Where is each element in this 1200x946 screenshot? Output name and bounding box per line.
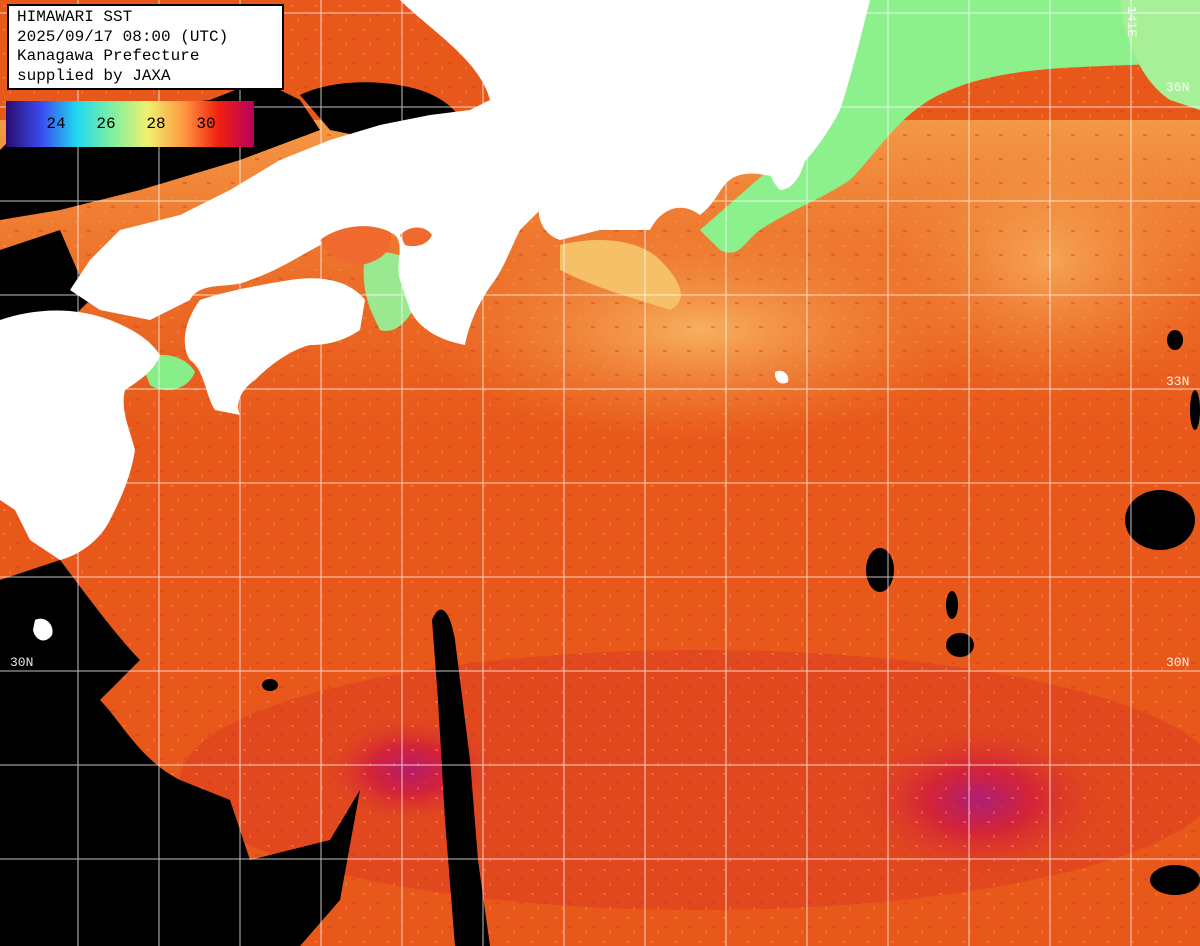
cloud-patch-2: [946, 633, 974, 657]
cloud-patch-8: [1167, 330, 1183, 350]
lon-label-141e: 141E: [1124, 6, 1139, 38]
cool-coastal-east-tip: [1120, 0, 1200, 110]
title-product: HIMAWARI SST: [17, 8, 133, 26]
cloud-patch-3: [1125, 490, 1195, 550]
cool-coastal-north-east: [700, 0, 1200, 253]
cloud-strip: [432, 609, 490, 946]
cloud-patch-7: [1190, 390, 1200, 430]
warm-inland-sea: [320, 226, 391, 265]
title-credit: supplied by JAXA: [17, 66, 171, 85]
lat-label-30n-left: 30N: [10, 655, 34, 670]
colorbar-label-26: 26: [96, 115, 116, 133]
land-izu: [768, 144, 805, 190]
lon-label-136e: 136E: [484, 6, 499, 38]
cloud-patch-6: [262, 679, 278, 691]
land-islet-1: [33, 618, 53, 641]
lat-label-36n-right: 36N: [1166, 80, 1190, 95]
colorbar-label-28: 28: [146, 115, 166, 133]
cloud-patch-5: [1150, 865, 1200, 895]
title-region: Kanagawa Prefecture: [17, 47, 200, 65]
land-honshu: [70, 0, 870, 345]
land-islet-2: [774, 370, 789, 384]
title-datetime: 2025/09/17 08:00 (UTC): [17, 27, 229, 46]
title-box: HIMAWARI SST 2025/09/17 08:00 (UTC) Kana…: [7, 4, 284, 90]
lat-label-33n-right: 33N: [1166, 374, 1190, 389]
warm-inland-sea-2: [400, 227, 432, 247]
land-kyushu: [0, 310, 160, 560]
lat-label-30n-right: 30N: [1166, 655, 1190, 670]
land-kii-peninsula: [538, 199, 575, 240]
colorbar-label-30: 30: [196, 115, 216, 133]
lat-label-33n-left: 33N: [10, 374, 34, 389]
temperature-colorbar: 24 26 28 30: [6, 101, 254, 147]
cloud-patch-4: [946, 591, 958, 619]
colorbar-label-24: 24: [46, 115, 66, 133]
land-shikoku: [184, 278, 365, 415]
cool-kii-south: [560, 240, 681, 310]
cloud-west-south: [0, 560, 360, 946]
cloud-patch-1: [866, 548, 894, 592]
